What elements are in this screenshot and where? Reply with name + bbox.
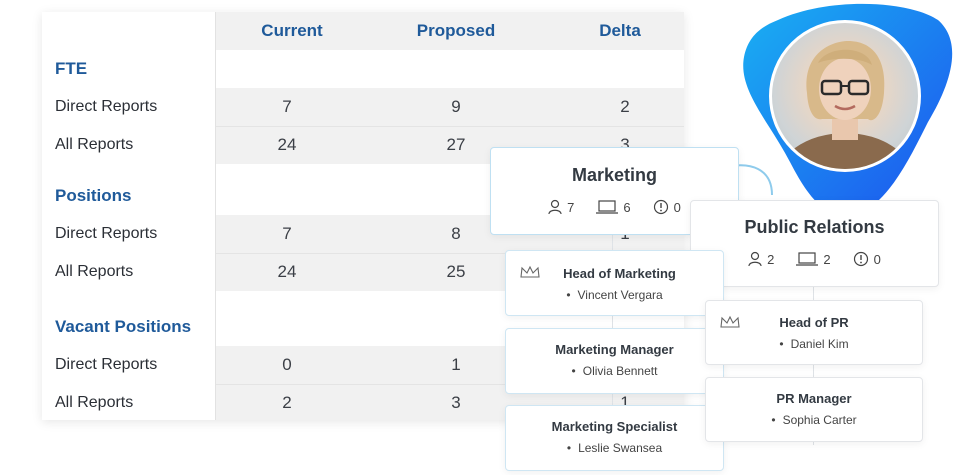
devices-count: 6	[623, 199, 631, 215]
table-cell: 25	[446, 262, 466, 281]
role-title: Head of PR	[779, 315, 849, 330]
column-header-proposed: Proposed	[416, 21, 496, 40]
row-label: All Reports	[55, 263, 134, 280]
alert-icon	[853, 251, 868, 267]
department-title: Public Relations	[744, 217, 885, 237]
person-name: Sophia Carter	[706, 413, 922, 427]
alerts-stat: 0	[853, 251, 881, 267]
row-label: All Reports	[55, 394, 134, 411]
person-icon	[748, 251, 762, 267]
person-name: Leslie Swansea	[506, 441, 723, 455]
row-label: All Reports	[55, 136, 134, 153]
table-cell: 8	[451, 224, 461, 243]
section-title-fte: FTE	[55, 59, 88, 78]
table-cell: 0	[282, 355, 292, 374]
table-cell: 9	[451, 97, 461, 116]
department-stats: 2 2 0	[691, 251, 938, 267]
row-label: Direct Reports	[55, 225, 158, 242]
department-stats: 7 6 0	[491, 199, 738, 215]
table-cell: 3	[620, 135, 630, 154]
laptop-icon	[596, 200, 619, 214]
crown-icon	[520, 265, 540, 278]
role-title: Head of Marketing	[563, 266, 676, 281]
role-card-head-of-pr[interactable]: Head of PR Daniel Kim	[705, 300, 923, 365]
department-card-public-relations[interactable]: Public Relations 2 2 0	[690, 200, 939, 287]
person-name: Daniel Kim	[706, 337, 922, 351]
connector-line	[813, 285, 814, 445]
portrait-illustration	[777, 41, 913, 169]
row-label: Direct Reports	[55, 98, 158, 115]
alert-icon	[653, 199, 668, 215]
person-icon	[548, 199, 562, 215]
crown-icon	[720, 315, 740, 328]
table-cell: 1	[620, 393, 630, 412]
people-count: 7	[567, 199, 575, 215]
row-label: Direct Reports	[55, 356, 158, 373]
person-name: Vincent Vergara	[506, 288, 723, 302]
table-cell: 3	[451, 393, 461, 412]
table-cell: 7	[282, 224, 292, 243]
people-stat: 7	[548, 199, 574, 215]
role-card-pr-manager[interactable]: PR Manager Sophia Carter	[705, 377, 923, 442]
alerts-count: 0	[673, 199, 681, 215]
role-card-marketing-manager[interactable]: Marketing Manager Olivia Bennett	[505, 328, 724, 394]
table-cell: 2	[282, 393, 292, 412]
people-count: 2	[767, 251, 775, 267]
table-cell: 27	[446, 135, 466, 154]
column-header-current: Current	[261, 21, 323, 40]
section-title-positions: Positions	[55, 186, 132, 205]
devices-stat: 6	[596, 199, 631, 215]
table-header-band	[215, 12, 684, 50]
devices-stat: 2	[796, 251, 831, 267]
avatar	[769, 20, 921, 172]
table-cell: 1	[451, 355, 461, 374]
table-cell: 24	[277, 135, 297, 154]
section-title-vacant: Vacant Positions	[55, 317, 192, 336]
role-card-marketing-specialist[interactable]: Marketing Specialist Leslie Swansea	[505, 405, 724, 471]
laptop-icon	[796, 252, 819, 266]
people-stat: 2	[748, 251, 774, 267]
table-cell: 24	[277, 262, 297, 281]
table-cell: 7	[282, 97, 292, 116]
column-header-delta: Delta	[599, 21, 641, 40]
person-name: Olivia Bennett	[506, 364, 723, 378]
column-divider	[215, 12, 216, 420]
role-card-head-of-marketing[interactable]: Head of Marketing Vincent Vergara	[505, 250, 724, 316]
role-title: PR Manager	[776, 391, 852, 406]
alerts-stat: 0	[653, 199, 681, 215]
devices-count: 2	[823, 251, 831, 267]
role-title: Marketing Manager	[555, 342, 674, 357]
table-cell: 2	[620, 97, 630, 116]
role-title: Marketing Specialist	[551, 419, 678, 434]
alerts-count: 0	[873, 251, 881, 267]
department-title: Marketing	[571, 165, 658, 185]
